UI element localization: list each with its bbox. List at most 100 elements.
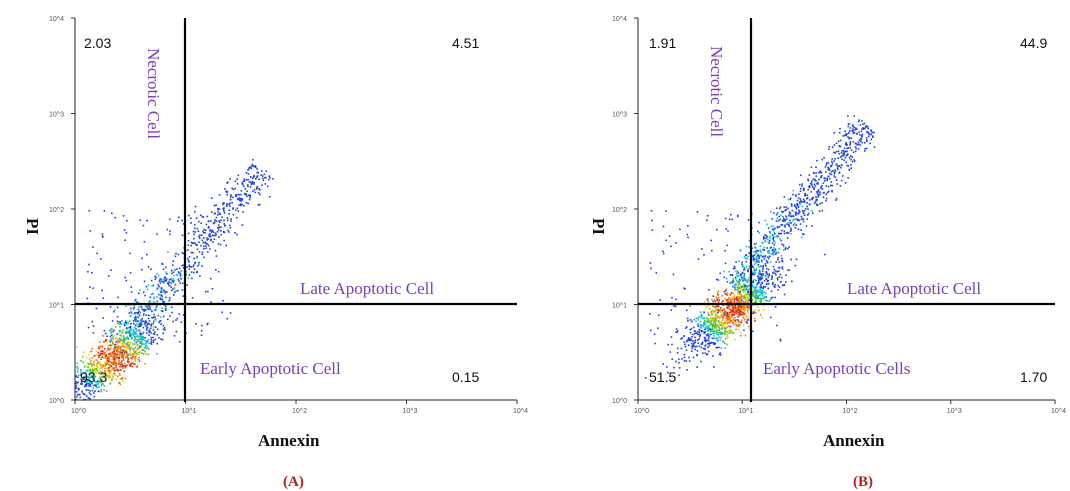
event-dot xyxy=(176,220,179,222)
event-dot xyxy=(138,330,141,332)
event-dot xyxy=(746,285,748,287)
event-dot xyxy=(191,242,194,245)
event-dot xyxy=(93,363,96,366)
event-dot xyxy=(679,228,681,231)
event-dot xyxy=(694,332,696,335)
event-dot xyxy=(131,348,134,350)
event-dot xyxy=(136,335,139,337)
event-dot xyxy=(736,272,738,275)
event-dot xyxy=(670,336,673,338)
event-dot xyxy=(683,356,686,359)
event-dot xyxy=(719,354,722,356)
event-dot xyxy=(116,333,118,335)
event-dot xyxy=(145,285,148,288)
event-dot xyxy=(726,311,729,314)
event-dot xyxy=(256,171,258,174)
event-dot xyxy=(109,306,112,308)
event-dot xyxy=(236,233,238,236)
event-dot xyxy=(236,216,238,219)
event-dot xyxy=(779,237,781,240)
event-dot xyxy=(837,157,839,159)
event-dot xyxy=(161,338,164,341)
event-dot xyxy=(113,369,116,371)
event-dot xyxy=(781,224,784,226)
event-dot xyxy=(134,300,136,302)
event-dot xyxy=(761,316,763,319)
event-dot xyxy=(132,348,135,351)
event-dot xyxy=(716,338,719,340)
event-dot xyxy=(826,177,828,180)
event-dot xyxy=(156,273,158,275)
event-dot xyxy=(182,223,185,225)
event-dot xyxy=(128,344,131,347)
event-dot xyxy=(859,124,862,126)
event-dot xyxy=(155,306,157,309)
event-dot xyxy=(769,235,771,238)
event-dot xyxy=(149,307,151,309)
event-dot xyxy=(169,315,171,317)
event-dot xyxy=(732,281,735,283)
event-dot xyxy=(134,324,137,326)
event-dot xyxy=(113,350,115,353)
event-dot xyxy=(140,324,143,326)
event-dot xyxy=(126,331,128,334)
event-dot xyxy=(84,365,86,368)
event-dot xyxy=(138,359,141,362)
event-dot xyxy=(743,297,745,300)
event-dot xyxy=(94,380,96,383)
event-dot xyxy=(762,242,764,245)
event-dot xyxy=(762,266,764,268)
event-dot xyxy=(815,203,818,206)
event-dot xyxy=(852,141,855,143)
event-dot xyxy=(767,241,770,243)
event-dot xyxy=(812,212,814,214)
event-dot xyxy=(827,161,830,164)
event-dot xyxy=(767,227,770,229)
event-dot xyxy=(754,296,756,299)
event-dot xyxy=(769,237,772,240)
event-dot xyxy=(101,379,103,382)
event-dot xyxy=(232,196,234,199)
event-dot xyxy=(115,374,117,377)
event-dot xyxy=(156,287,159,289)
event-dot xyxy=(775,252,777,254)
event-dot xyxy=(148,314,151,317)
event-dot xyxy=(816,199,818,201)
event-dot xyxy=(118,332,120,335)
event-dot xyxy=(145,314,147,316)
event-dot xyxy=(807,178,809,181)
event-dot xyxy=(773,231,776,234)
event-dot xyxy=(201,215,204,218)
event-dot xyxy=(221,311,223,314)
event-dot xyxy=(85,384,88,386)
ticks-a: 10^0 10^1 10^2 10^3 10^410^010^110^210^310^4 xyxy=(49,16,528,415)
event-dot xyxy=(142,308,145,311)
event-dot xyxy=(113,358,115,361)
event-dot xyxy=(846,150,848,153)
event-dot xyxy=(729,274,732,276)
event-dot xyxy=(766,247,768,249)
event-dot xyxy=(156,352,158,355)
event-dot xyxy=(767,279,770,282)
event-dot xyxy=(169,278,172,281)
event-dot xyxy=(150,342,152,344)
event-dot xyxy=(152,292,154,295)
event-dot xyxy=(80,381,83,383)
event-dot xyxy=(81,382,83,385)
event-dot xyxy=(128,312,131,314)
event-dot xyxy=(765,259,768,262)
event-dot xyxy=(846,164,849,167)
event-dot xyxy=(870,130,873,132)
event-dot xyxy=(142,314,145,317)
event-dot xyxy=(759,250,762,253)
event-dot xyxy=(709,324,711,327)
event-dot xyxy=(779,340,782,342)
event-dot xyxy=(718,329,720,331)
event-dot xyxy=(754,292,756,294)
event-dot xyxy=(207,244,210,247)
event-dot xyxy=(101,352,104,355)
event-dot xyxy=(138,311,140,314)
event-dot xyxy=(88,376,91,379)
event-dot xyxy=(715,296,717,299)
event-dot xyxy=(726,315,728,318)
